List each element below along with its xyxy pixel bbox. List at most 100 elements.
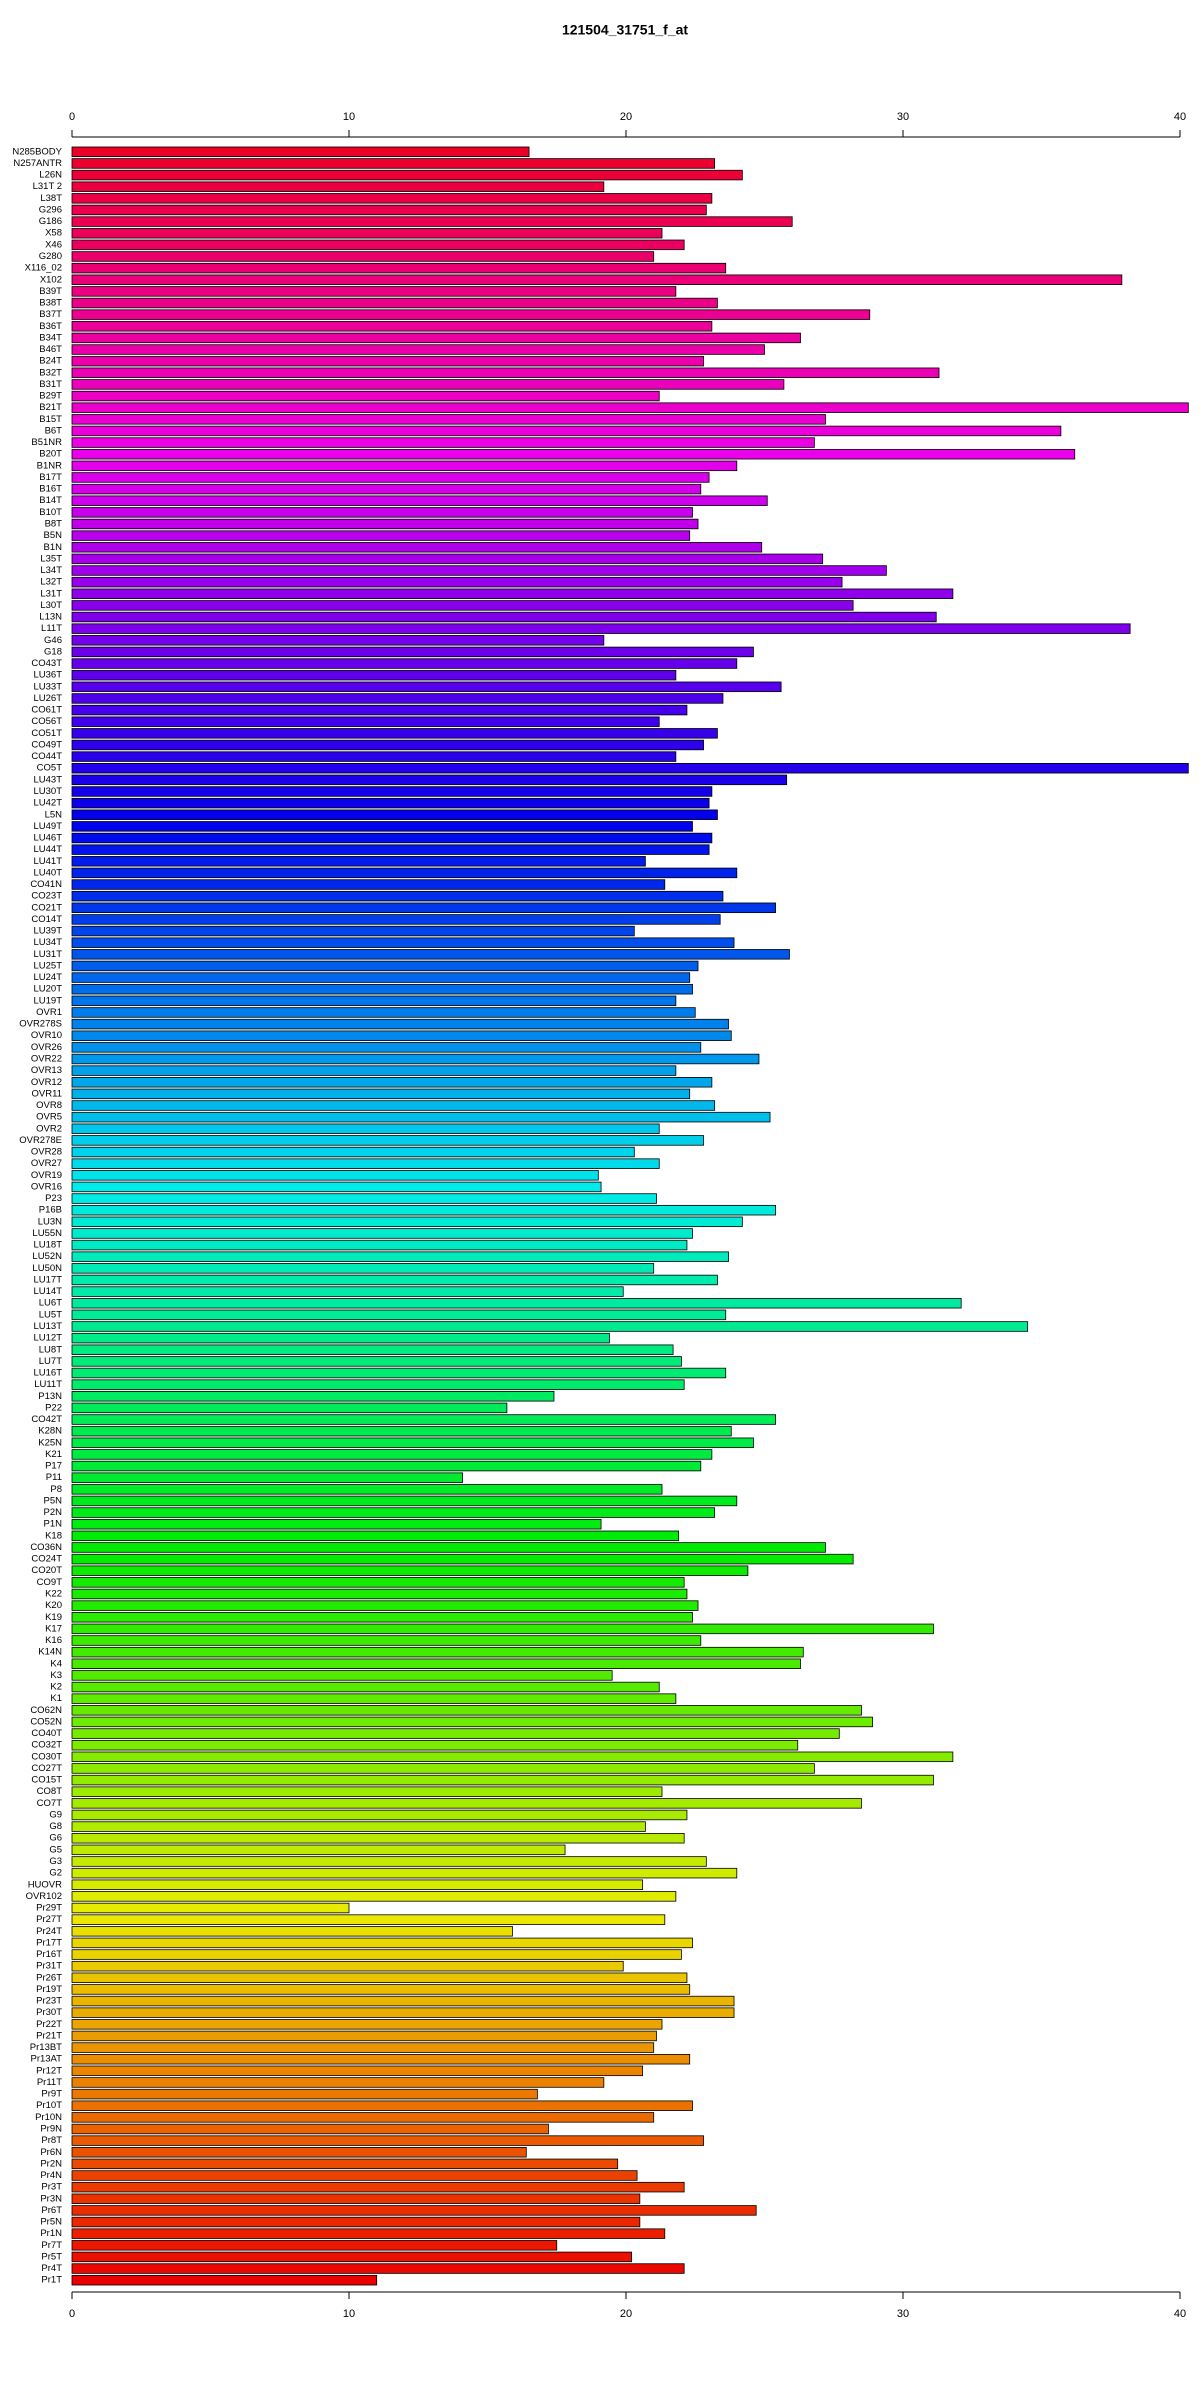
y-tick-label: K28N	[38, 1426, 62, 1437]
y-tick-label: X46	[45, 239, 62, 250]
y-tick-label: G46	[44, 635, 62, 646]
y-tick-label: B1N	[44, 542, 63, 553]
bar	[71, 1809, 688, 1821]
bar	[71, 1425, 732, 1437]
y-tick-label: B51NR	[31, 437, 62, 448]
y-tick-label: OVR102	[26, 1891, 62, 1902]
y-tick-label: P8	[50, 1484, 62, 1495]
y-tick-label: LU19T	[33, 995, 62, 1006]
bar	[71, 2112, 655, 2123]
bar	[71, 1309, 727, 1321]
bar	[71, 2042, 655, 2053]
y-tick-label: CO62N	[30, 1705, 62, 1716]
bar	[71, 483, 702, 495]
y-tick-label: CO41N	[30, 879, 62, 890]
bar	[71, 576, 843, 588]
y-tick-label: L13N	[39, 612, 62, 623]
bar	[71, 1693, 677, 1704]
y-tick-label: Pr21T	[36, 2030, 62, 2041]
y-tick-label: Pr10N	[35, 2112, 62, 2123]
bar	[71, 1251, 729, 1262]
bar	[71, 1472, 463, 1483]
bar	[71, 1577, 685, 1588]
bar	[71, 635, 605, 646]
bar	[71, 1216, 743, 1228]
bar	[71, 2240, 558, 2251]
bar	[71, 1914, 666, 1925]
bar	[71, 1879, 644, 1890]
y-tick-label: OVR278S	[19, 1019, 62, 1030]
y-tick-label: Pr27T	[36, 1914, 62, 1925]
y-tick-label: Pr7T	[41, 2240, 62, 2251]
bar	[71, 2263, 685, 2274]
bar	[71, 309, 871, 320]
y-tick-label: B21T	[39, 402, 62, 413]
y-tick-label: CO40T	[31, 1728, 62, 1739]
bar	[71, 1146, 635, 1158]
y-tick-label: L38T	[40, 193, 62, 204]
bar	[71, 1181, 602, 1193]
y-tick-label: L30T	[40, 600, 62, 611]
x-tick-label: 0	[69, 111, 75, 123]
y-tick-label: K3	[50, 1670, 62, 1681]
bar	[71, 1902, 350, 1914]
bar	[71, 1588, 688, 1600]
bar	[71, 193, 713, 204]
bar	[71, 460, 738, 472]
y-tick-label: L31T	[40, 588, 62, 599]
bar	[71, 1018, 729, 1030]
y-tick-label: P16B	[39, 1205, 62, 1216]
y-tick-label: Pr5N	[40, 2217, 62, 2228]
bar	[71, 297, 718, 309]
y-tick-label: K16	[45, 1635, 62, 1646]
bar	[71, 2193, 641, 2204]
bar	[71, 1274, 718, 1286]
bar	[71, 1856, 707, 1867]
bar	[71, 623, 1131, 634]
y-tick-label: Pr2N	[40, 2158, 62, 2169]
y-tick-label: LU25T	[33, 960, 62, 971]
bar	[71, 2170, 638, 2181]
y-tick-label: CO21T	[31, 902, 62, 913]
bar	[71, 2030, 657, 2042]
y-tick-label: CO61T	[31, 705, 62, 716]
bar	[71, 425, 1062, 437]
y-tick-label: K14N	[38, 1647, 62, 1658]
y-tick-label: G3	[49, 1856, 62, 1867]
y-tick-label: OVR2	[36, 1123, 62, 1134]
bar	[71, 995, 677, 1007]
y-tick-label: Pr12T	[36, 2065, 62, 2076]
bar	[71, 1972, 688, 1984]
bar	[71, 1600, 699, 1611]
bar	[71, 1449, 713, 1460]
x-tick-label: 0	[69, 2308, 75, 2320]
bar	[71, 1495, 738, 1507]
bar	[71, 1437, 754, 1449]
bar	[71, 1728, 840, 1739]
bar	[71, 1623, 934, 1635]
bar	[71, 402, 1189, 413]
y-tick-label: LU30T	[33, 786, 62, 797]
x-tick-label: 40	[1174, 2308, 1186, 2320]
bar	[71, 239, 685, 251]
y-tick-label: LU40T	[33, 867, 62, 878]
bar	[71, 2007, 735, 2018]
bar	[71, 1286, 624, 1297]
y-tick-label: Pr16T	[36, 1949, 62, 1960]
y-tick-label: CO56T	[31, 716, 62, 727]
y-tick-label: CO36N	[30, 1542, 62, 1553]
bar	[71, 2077, 605, 2088]
bar	[71, 1774, 934, 1786]
y-tick-label: LU13T	[33, 1321, 62, 1332]
bar	[71, 1100, 716, 1111]
bar	[71, 1751, 954, 1763]
bar	[71, 1844, 566, 1856]
bar	[71, 2205, 757, 2216]
bar	[71, 414, 826, 425]
bar	[71, 879, 666, 890]
y-tick-label: K2	[50, 1682, 62, 1693]
y-tick-label: LU34T	[33, 937, 62, 948]
bar	[71, 448, 1076, 460]
y-tick-label: LU52N	[32, 1251, 62, 1262]
bar	[71, 321, 713, 332]
